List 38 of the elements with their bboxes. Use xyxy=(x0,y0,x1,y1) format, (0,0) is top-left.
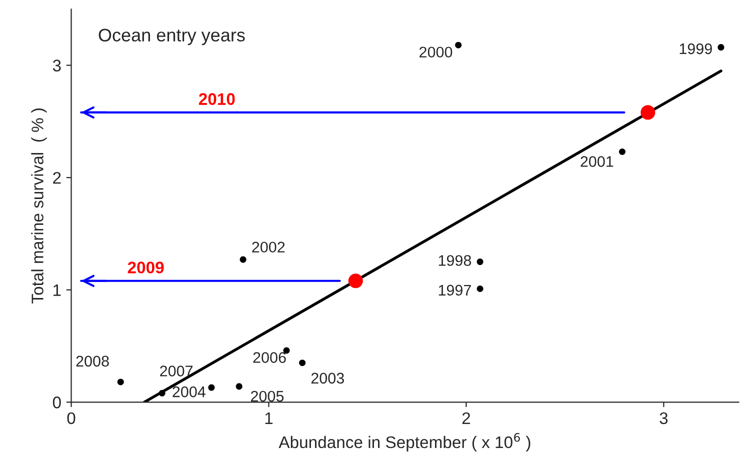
annotation: 2007 xyxy=(160,366,193,376)
point xyxy=(117,378,124,386)
y-tick-label: 0 xyxy=(52,396,61,408)
point xyxy=(455,42,462,48)
x-tick-label: 1 xyxy=(265,412,273,424)
point xyxy=(718,44,724,51)
annotation: 2005 xyxy=(250,390,284,402)
annotation: 1997 xyxy=(438,284,471,296)
annotation: 2004 xyxy=(172,386,206,398)
annotation: 2008 xyxy=(76,356,109,367)
series-label: 2010 xyxy=(198,93,235,105)
annotation: 2000 xyxy=(420,46,452,58)
annotation: 1999 xyxy=(680,43,712,54)
point xyxy=(618,148,626,156)
x-tick-label: 2 xyxy=(462,412,470,424)
point xyxy=(348,274,363,288)
annotation: 2001 xyxy=(580,156,614,167)
y-tick-label: 1 xyxy=(54,284,61,296)
x-axis-title: Abundance in September ( x 10$^{6}$ ) xyxy=(278,432,530,452)
point xyxy=(240,256,246,263)
y-tick-label: 3 xyxy=(52,60,61,72)
point xyxy=(640,105,656,120)
point xyxy=(476,258,484,266)
annotation: 2006 xyxy=(253,352,286,363)
annotation: Ocean entry years xyxy=(98,28,245,46)
point xyxy=(476,285,484,292)
series-label: 2009 xyxy=(128,262,164,274)
annotation: 2002 xyxy=(252,242,285,253)
y-axis-title: Total marine survival ( % ) xyxy=(31,108,47,304)
y-tick-label: 2 xyxy=(53,172,61,184)
point xyxy=(299,360,306,366)
point xyxy=(208,384,215,391)
x-tick-label: 0 xyxy=(67,412,76,424)
point xyxy=(236,383,242,390)
x-tick-label: 3 xyxy=(660,412,668,424)
point xyxy=(158,390,166,396)
annotation: 2003 xyxy=(311,372,344,384)
annotation: 1998 xyxy=(438,255,472,266)
